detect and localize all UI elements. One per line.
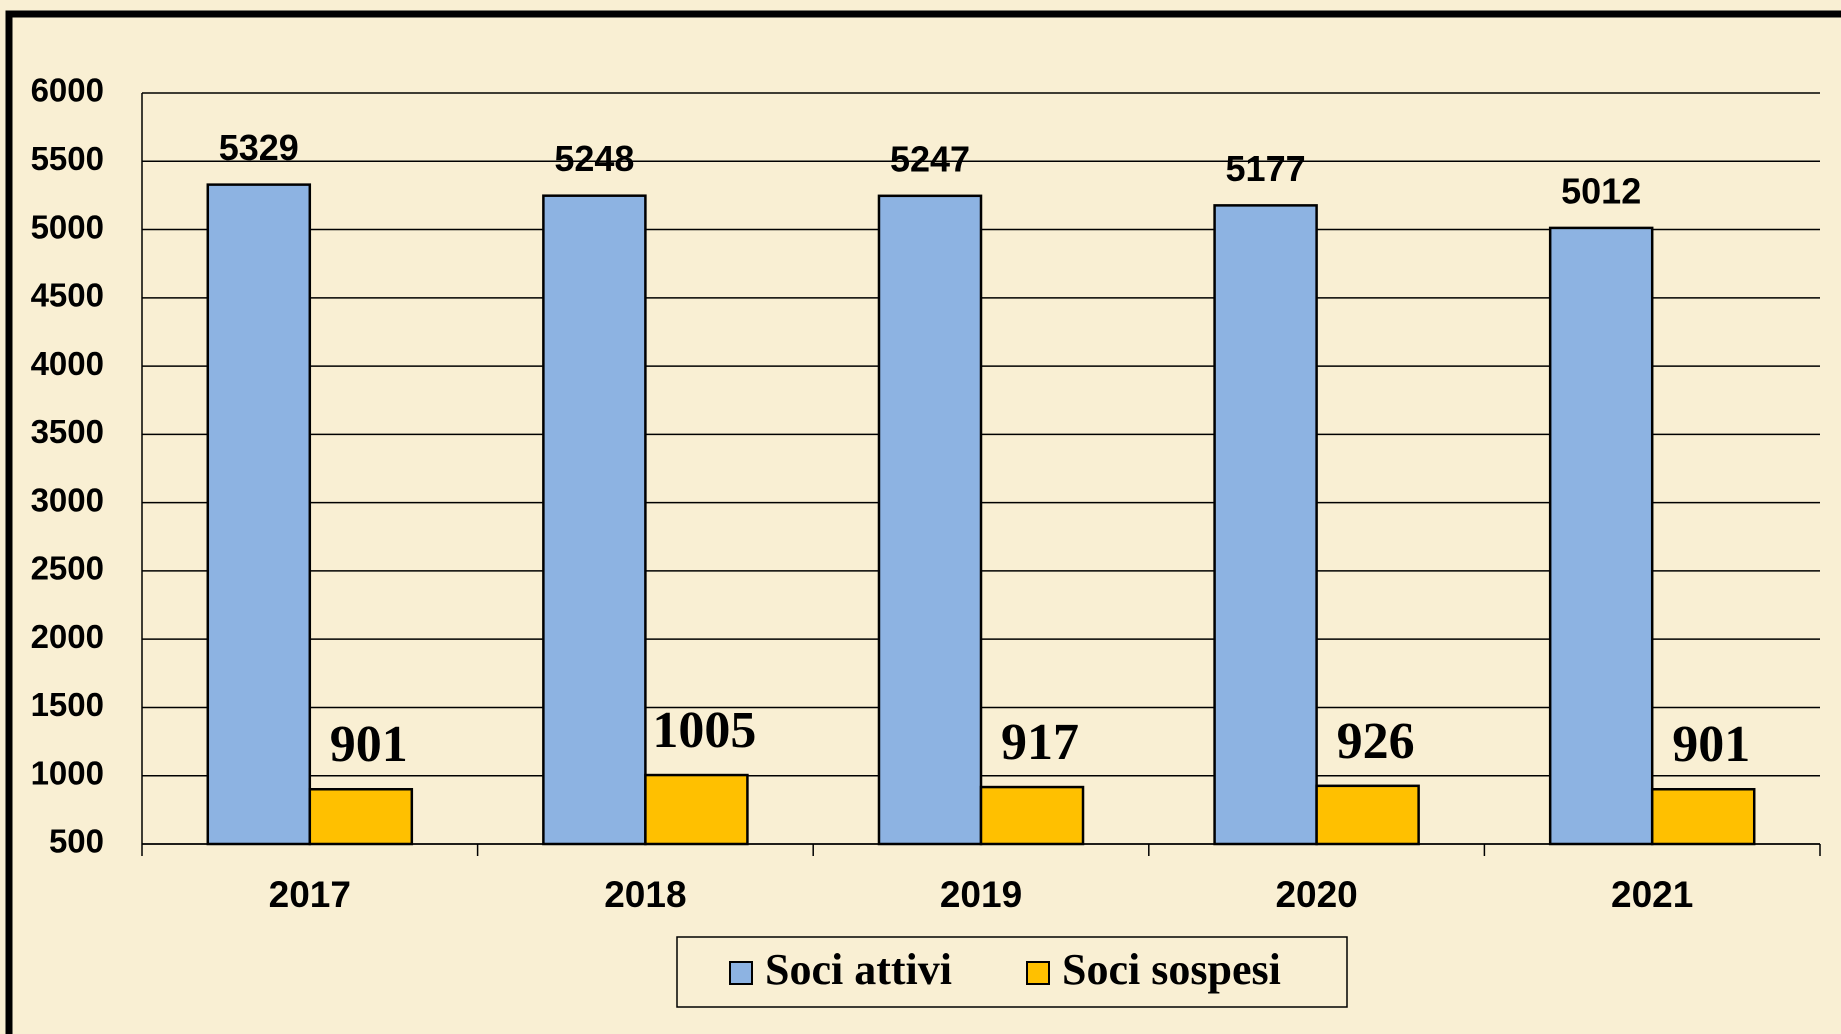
value-label: 901 (1672, 716, 1750, 773)
y-tick-label: 5000 (31, 208, 104, 245)
y-tick-label: 5500 (31, 140, 104, 177)
y-tick-label: 6000 (31, 72, 104, 109)
y-tick-label: 3500 (31, 413, 104, 450)
x-tick-label: 2020 (1275, 874, 1357, 915)
bar (1650, 787, 1756, 846)
value-label: 917 (1001, 714, 1079, 771)
bar (206, 183, 312, 846)
value-label: 926 (1337, 713, 1415, 770)
bar (1315, 784, 1420, 846)
bar (877, 194, 983, 846)
x-tick-label: 2018 (604, 874, 686, 915)
x-tick-label: 2021 (1611, 874, 1693, 915)
x-tick-label: 2019 (940, 874, 1022, 915)
value-label: 5177 (1226, 148, 1306, 189)
frame (5, 10, 1841, 1034)
value-label: 1005 (652, 702, 756, 759)
y-tick-label: 2000 (31, 618, 104, 655)
value-label: 5247 (890, 138, 970, 179)
y-tick-label: 2500 (31, 550, 104, 587)
bar (979, 785, 1085, 846)
legend-swatch (729, 961, 753, 985)
value-label: 5248 (554, 138, 634, 179)
bar (644, 773, 749, 846)
bar (308, 787, 414, 846)
y-tick-label: 4000 (31, 345, 104, 382)
y-tick-label: 500 (49, 823, 104, 860)
legend-swatch (1026, 961, 1050, 985)
y-tick-label: 1000 (31, 754, 104, 791)
legend-box (676, 936, 1348, 1008)
bar (1213, 204, 1318, 846)
x-tick-label: 2017 (269, 874, 351, 915)
bar (1548, 226, 1654, 846)
legend-label: Soci sospesi (1062, 945, 1281, 994)
y-tick-label: 4500 (31, 277, 104, 314)
y-tick-label: 3000 (31, 481, 104, 518)
legend-label: Soci attivi (765, 945, 952, 994)
bar (542, 194, 647, 846)
value-label: 901 (330, 716, 408, 773)
y-tick-label: 1500 (31, 686, 104, 723)
value-label: 5012 (1561, 170, 1641, 211)
value-label: 5329 (219, 127, 299, 168)
